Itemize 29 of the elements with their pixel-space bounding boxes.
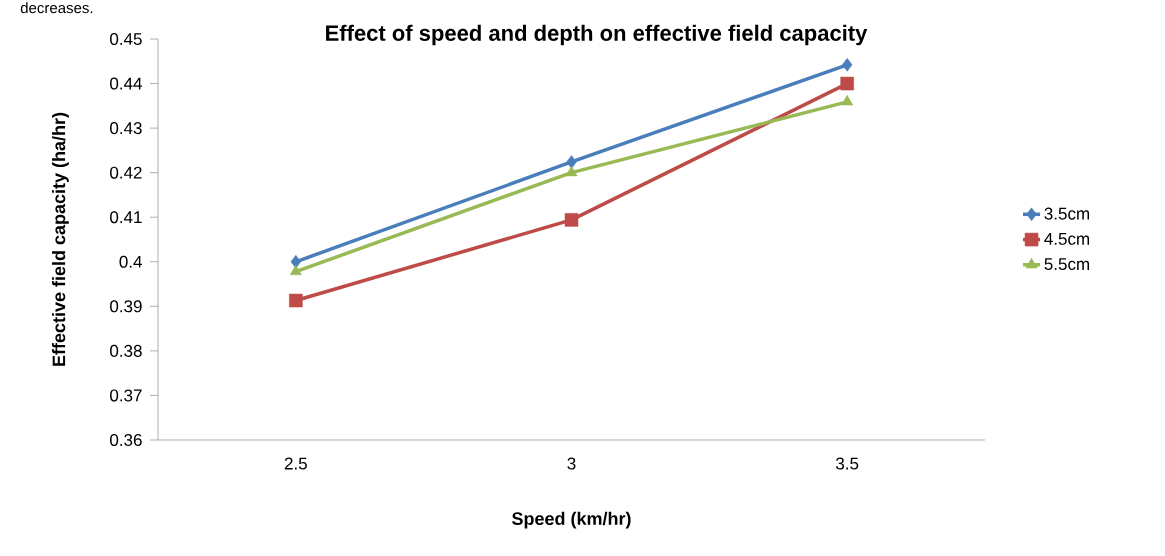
point	[290, 255, 301, 269]
point	[842, 58, 853, 72]
y-tick-label: 0.44	[110, 77, 142, 90]
y-axis-title: Effective field capacity (ha/hr)	[52, 112, 69, 366]
y-tick-label: 0.42	[110, 166, 142, 179]
y-tick-label: 0.38	[110, 344, 142, 357]
x-axis-title: Speed (km/hr)	[512, 511, 631, 529]
point	[289, 293, 303, 308]
point	[566, 155, 577, 169]
point	[840, 76, 854, 91]
y-tick-label: 0.43	[110, 122, 142, 135]
y-tick-label: 0.41	[110, 211, 142, 224]
y-tick-label: 0.37	[110, 389, 142, 402]
y-tick-label: 0.45	[110, 32, 142, 46]
point	[564, 213, 579, 227]
y-tick-label: 0.39	[110, 300, 142, 313]
x-tick-label: 2.5	[284, 457, 307, 470]
x-tick-label: 3	[567, 457, 576, 470]
point	[289, 264, 302, 276]
y-tick-label: 0.4	[119, 255, 142, 268]
chart-title: Effect of speed and depth on effective field capacity	[326, 24, 868, 46]
point	[841, 95, 854, 106]
x-tick-label: 3.5	[835, 457, 859, 470]
legend-label: 4.5cm	[1044, 232, 1090, 245]
text: decreases.	[20, 2, 93, 14]
legend-label: 3.5cm	[1044, 207, 1090, 220]
legend-label: 5.5cm	[1044, 258, 1090, 271]
point	[565, 165, 578, 177]
y-tick-label: 0.36	[110, 433, 142, 447]
